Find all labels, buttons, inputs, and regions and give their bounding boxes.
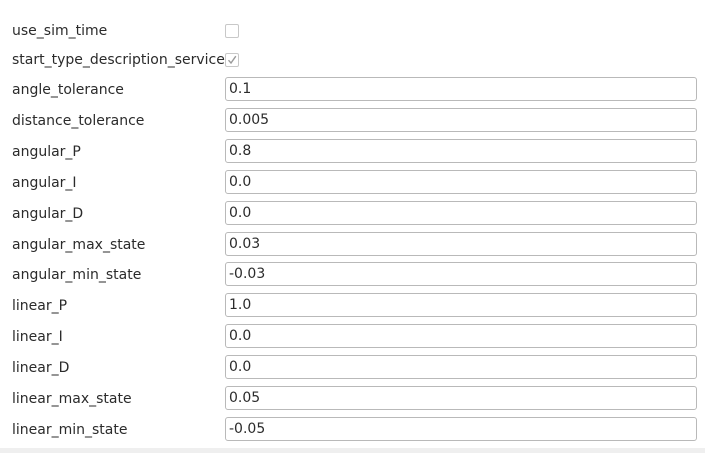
param-row-angular-max-state: angular_max_state xyxy=(0,231,705,259)
param-row-distance-tolerance: distance_tolerance xyxy=(0,107,705,135)
param-row-angular-d: angular_D xyxy=(0,200,705,228)
distance-tolerance-input[interactable] xyxy=(225,108,697,132)
param-row-start-type-description-service: start_type_description_service xyxy=(0,46,705,74)
linear-min-state-input[interactable] xyxy=(225,417,697,441)
linear-p-input[interactable] xyxy=(225,293,697,317)
param-label-linear-p: linear_P xyxy=(12,298,68,314)
param-row-linear-d: linear_D xyxy=(0,354,705,382)
param-row-angle-tolerance: angle_tolerance xyxy=(0,76,705,104)
param-row-linear-i: linear_I xyxy=(0,323,705,351)
param-label-linear-d: linear_D xyxy=(12,360,70,376)
angular-min-state-input[interactable] xyxy=(225,262,697,286)
param-label-angle-tolerance: angle_tolerance xyxy=(12,82,124,98)
param-row-linear-min-state: linear_min_state xyxy=(0,416,705,444)
param-row-linear-max-state: linear_max_state xyxy=(0,385,705,413)
linear-i-input[interactable] xyxy=(225,324,697,348)
linear-max-state-input[interactable] xyxy=(225,386,697,410)
angle-tolerance-input[interactable] xyxy=(225,77,697,101)
param-label-linear-min-state: linear_min_state xyxy=(12,422,128,438)
param-label-distance-tolerance: distance_tolerance xyxy=(12,113,145,129)
param-row-angular-min-state: angular_min_state xyxy=(0,261,705,289)
checkmark-icon xyxy=(227,55,237,65)
param-row-angular-p: angular_P xyxy=(0,138,705,166)
angular-max-state-input[interactable] xyxy=(225,232,697,256)
param-label-angular-i: angular_I xyxy=(12,175,77,191)
param-label-angular-d: angular_D xyxy=(12,206,84,222)
start-type-description-service-checkbox[interactable] xyxy=(225,53,239,67)
use-sim-time-checkbox[interactable] xyxy=(225,24,239,38)
param-label-angular-p: angular_P xyxy=(12,144,81,160)
param-label-linear-max-state: linear_max_state xyxy=(12,391,132,407)
param-row-use-sim-time: use_sim_time xyxy=(0,17,705,45)
param-label-angular-max-state: angular_max_state xyxy=(12,237,146,253)
angular-p-input[interactable] xyxy=(225,139,697,163)
param-label-start-type-description-service: start_type_description_service xyxy=(12,52,225,68)
angular-d-input[interactable] xyxy=(225,201,697,225)
param-label-use-sim-time: use_sim_time xyxy=(12,23,108,39)
param-label-angular-min-state: angular_min_state xyxy=(12,267,142,283)
angular-i-input[interactable] xyxy=(225,170,697,194)
param-row-linear-p: linear_P xyxy=(0,292,705,320)
linear-d-input[interactable] xyxy=(225,355,697,379)
param-row-angular-i: angular_I xyxy=(0,169,705,197)
param-label-linear-i: linear_I xyxy=(12,329,63,345)
